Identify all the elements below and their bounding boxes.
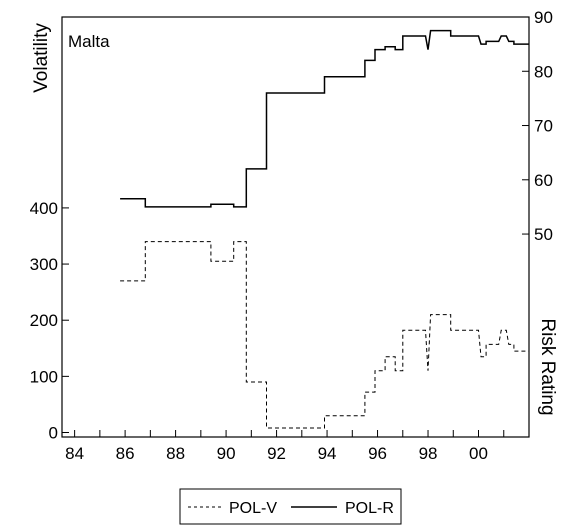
- y-left-tick-label: 400: [30, 199, 58, 218]
- x-tick-label: 96: [368, 444, 387, 463]
- y-left-axis: 0 100 200 300 400: [30, 199, 69, 443]
- y-right-axis: 50 60 70 80 90: [522, 8, 553, 244]
- x-tick-label: 84: [65, 444, 84, 463]
- y-right-tick-label: 50: [534, 225, 553, 244]
- x-tick-label: 98: [419, 444, 438, 463]
- series-layer: [120, 29, 529, 429]
- plot-frame: [61, 16, 530, 438]
- panel-label: Malta: [68, 32, 110, 51]
- y-right-tick-label: 90: [534, 8, 553, 27]
- y-right-tick-label: 60: [534, 171, 553, 190]
- series-line-pol-r: [120, 29, 529, 208]
- y-right-tick-label: 80: [534, 62, 553, 81]
- legend-label-pol-v: POL-V: [229, 500, 277, 517]
- x-tick-label: 86: [116, 444, 135, 463]
- legend: POL-V POL-R: [179, 488, 402, 525]
- x-tick-label: 00: [469, 444, 488, 463]
- y-left-tick-label: 0: [49, 424, 58, 443]
- legend-box: [179, 488, 402, 525]
- y-left-tick-label: 300: [30, 255, 58, 274]
- y-left-axis-title: Volatility: [31, 23, 52, 93]
- x-tick-label: 88: [166, 444, 185, 463]
- legend-label-pol-r: POL-R: [345, 500, 394, 517]
- x-axis: 84 86 88 90 92 94 96 98 00: [65, 430, 505, 463]
- y-right-tick-label: 70: [534, 117, 553, 136]
- y-left-tick-label: 100: [30, 367, 58, 386]
- x-tick-label: 92: [267, 444, 286, 463]
- x-tick-label: 94: [318, 444, 337, 463]
- x-tick-label: 90: [217, 444, 236, 463]
- y-left-tick-label: 200: [30, 311, 58, 330]
- y-right-axis-title: Risk Rating: [537, 318, 558, 415]
- series-line-pol-v: [120, 241, 529, 429]
